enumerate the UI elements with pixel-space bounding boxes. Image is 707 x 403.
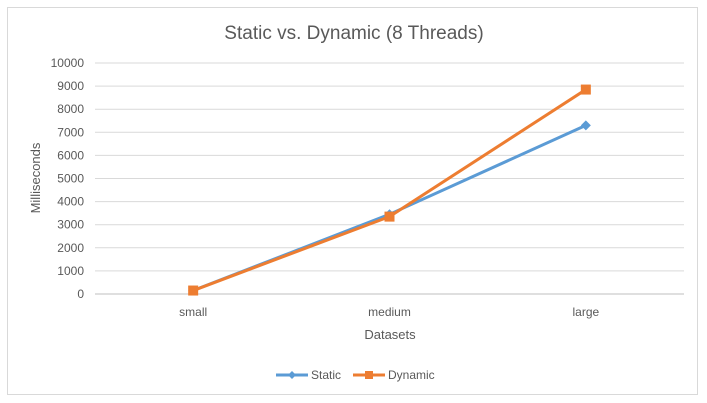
- x-tick-label: large: [572, 305, 599, 319]
- series-line-dynamic: [191, 88, 588, 293]
- y-tick-label: 3000: [57, 218, 84, 232]
- chart-frame: [7, 7, 698, 395]
- y-tick-label: 10000: [51, 56, 85, 70]
- y-axis-label: Milliseconds: [28, 142, 43, 213]
- y-tick-label: 6000: [57, 148, 84, 162]
- y-tick-label: 2000: [57, 241, 84, 255]
- data-point-dynamic: [188, 285, 199, 296]
- chart-title: Static vs. Dynamic (8 Threads): [224, 23, 483, 44]
- series-line-static: [191, 123, 588, 293]
- y-tick-label: 7000: [57, 125, 84, 139]
- y-tick-label: 0: [77, 287, 84, 301]
- legend-marker-static: [288, 371, 296, 379]
- x-axis-label: Datasets: [364, 327, 416, 342]
- y-tick-label: 4000: [57, 195, 84, 209]
- y-tick-label: 5000: [57, 172, 84, 186]
- y-tick-label: 8000: [57, 102, 84, 116]
- gridlines: [95, 62, 684, 295]
- legend-label-static: Static: [311, 368, 341, 382]
- x-tick-label: medium: [368, 305, 411, 319]
- data-point-dynamic: [384, 211, 395, 222]
- y-tick-label: 9000: [57, 79, 84, 93]
- y-tick-label: 1000: [57, 264, 84, 278]
- legend-label-dynamic: Dynamic: [388, 368, 435, 382]
- data-point-dynamic: [580, 84, 591, 95]
- legend-marker-dynamic: [365, 371, 373, 379]
- series-group: [188, 84, 591, 296]
- data-point-static: [580, 120, 591, 131]
- y-axis-ticks: 0 1000 2000 3000 4000 5000 6000 7000 8000 9000 100…: [51, 56, 85, 301]
- x-axis-ticks: small medium large: [179, 305, 599, 319]
- x-tick-label: small: [179, 305, 207, 319]
- legend: Static Dynamic: [276, 368, 435, 382]
